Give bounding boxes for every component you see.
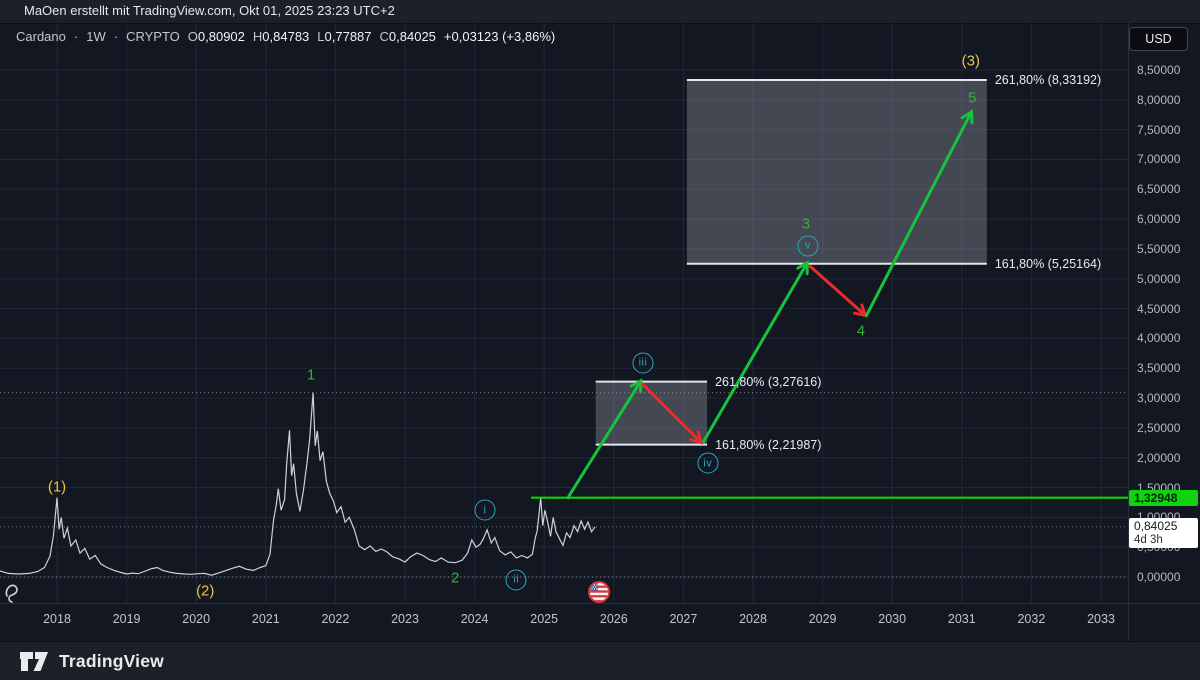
wave-label[interactable]: iv bbox=[697, 452, 719, 474]
year-label: 2032 bbox=[1017, 612, 1046, 626]
price-tick-label: 7,00000 bbox=[1137, 152, 1181, 167]
interval-label[interactable]: 1W bbox=[86, 29, 106, 44]
wave-label[interactable]: ii bbox=[505, 569, 527, 591]
year-label: 2030 bbox=[878, 612, 907, 626]
year-label: 2020 bbox=[182, 612, 211, 626]
wave-label[interactable]: 5 bbox=[968, 89, 977, 107]
year-label: 2028 bbox=[739, 612, 767, 626]
price-tick-label: 0,00000 bbox=[1137, 570, 1181, 584]
us-flag-graphic bbox=[590, 583, 609, 601]
projection-arrow-green[interactable] bbox=[864, 113, 971, 318]
year-label: 2033 bbox=[1087, 612, 1115, 626]
currency-button[interactable]: USD bbox=[1129, 27, 1188, 51]
year-label: 2019 bbox=[112, 612, 141, 626]
wave-label[interactable]: 3 bbox=[801, 215, 811, 233]
market-label: CRYPTO bbox=[126, 29, 180, 44]
wave-label[interactable]: (1) bbox=[47, 478, 67, 496]
price-tick-label: 6,00000 bbox=[1137, 212, 1181, 227]
price-tick-label: 5,00000 bbox=[1137, 271, 1181, 286]
scribble-drawing[interactable] bbox=[5, 584, 18, 603]
drawings-layer[interactable] bbox=[530, 79, 1128, 500]
year-label: 2029 bbox=[808, 612, 837, 626]
projection-arrow-green[interactable] bbox=[565, 382, 640, 500]
ohlc-low: L0,77887 bbox=[317, 29, 372, 44]
price-series-line bbox=[0, 392, 596, 576]
projection-arrow-red[interactable] bbox=[640, 382, 700, 441]
year-label: 2018 bbox=[43, 612, 71, 626]
current-price-label: 0,84025 4d 3h bbox=[1129, 517, 1198, 548]
price-tick-label: 4,50000 bbox=[1137, 301, 1181, 316]
bar-countdown: 4d 3h bbox=[1134, 533, 1163, 546]
year-label: 2026 bbox=[599, 612, 628, 626]
price-tick-label: 3,50000 bbox=[1137, 361, 1181, 376]
chart-canvas[interactable] bbox=[0, 0, 1200, 641]
year-label: 2025 bbox=[530, 612, 559, 626]
year-label: 2024 bbox=[460, 612, 489, 626]
current-price-value: 0,84025 bbox=[1134, 518, 1178, 533]
year-label: 2021 bbox=[251, 612, 280, 626]
price-tick-label: 2,50000 bbox=[1137, 420, 1181, 435]
brand-name[interactable]: TradingView bbox=[59, 650, 164, 671]
year-label: 2027 bbox=[669, 612, 698, 626]
projection-arrow-red[interactable] bbox=[808, 264, 864, 315]
price-axis[interactable]: 8,50000 8,00000 7,50000 7,00000 6,50000 6,000… bbox=[1128, 23, 1200, 603]
price-tick-label: 8,00000 bbox=[1137, 92, 1181, 107]
wave-label[interactable]: 1 bbox=[306, 366, 316, 384]
wave-label[interactable]: (2) bbox=[196, 582, 215, 600]
top-strip: MaOen erstellt mit TradingView.com, Okt … bbox=[0, 0, 1200, 24]
target-price-label: 1,32948 bbox=[1129, 489, 1198, 506]
us-flag-event-icon[interactable] bbox=[588, 581, 611, 603]
price-tick-label: 5,50000 bbox=[1137, 241, 1181, 256]
price-tick-label: 7,50000 bbox=[1137, 122, 1181, 137]
attribution-text: MaOen erstellt mit TradingView.com, Okt … bbox=[24, 3, 395, 18]
ohlc-close: C0,84025 bbox=[379, 29, 436, 44]
symbol-bar[interactable]: Cardano · 1W · CRYPTO O0,80902 H0,84783 … bbox=[16, 29, 555, 44]
price-tick-label: 4,00000 bbox=[1137, 331, 1181, 346]
separator: · bbox=[73, 29, 79, 44]
price-tick-label: 6,50000 bbox=[1137, 182, 1181, 197]
separator: · bbox=[113, 29, 119, 44]
tradingview-logo-icon[interactable] bbox=[20, 651, 49, 671]
ohlc-open: O0,80902 bbox=[187, 29, 245, 44]
wave-label[interactable]: iii bbox=[632, 352, 654, 374]
footer: TradingView bbox=[0, 641, 1200, 680]
change-value: +0,03123 (+3,86%) bbox=[443, 29, 556, 44]
symbol-name[interactable]: Cardano bbox=[16, 29, 66, 44]
year-label: 2022 bbox=[321, 612, 350, 626]
price-tick-label: 2,00000 bbox=[1137, 450, 1181, 465]
time-axis[interactable]: 2018 2019 2020 2021 2022 2023 2024 2025 2026 2027… bbox=[0, 603, 1200, 642]
wave-label[interactable]: 2 bbox=[450, 569, 460, 587]
year-label: 2031 bbox=[947, 612, 976, 626]
wave-label[interactable]: (3) bbox=[961, 52, 981, 70]
year-label: 2023 bbox=[391, 612, 419, 626]
wave-label[interactable]: i bbox=[474, 499, 496, 521]
wave-label[interactable]: v bbox=[797, 235, 819, 257]
price-tick-label: 3,00000 bbox=[1137, 391, 1181, 406]
fib-box[interactable] bbox=[686, 80, 987, 264]
ohlc-high: H0,84783 bbox=[252, 29, 310, 44]
projection-arrow-green[interactable] bbox=[701, 264, 807, 444]
wave-label[interactable]: 4 bbox=[856, 322, 866, 340]
price-tick-label: 8,50000 bbox=[1137, 63, 1181, 77]
